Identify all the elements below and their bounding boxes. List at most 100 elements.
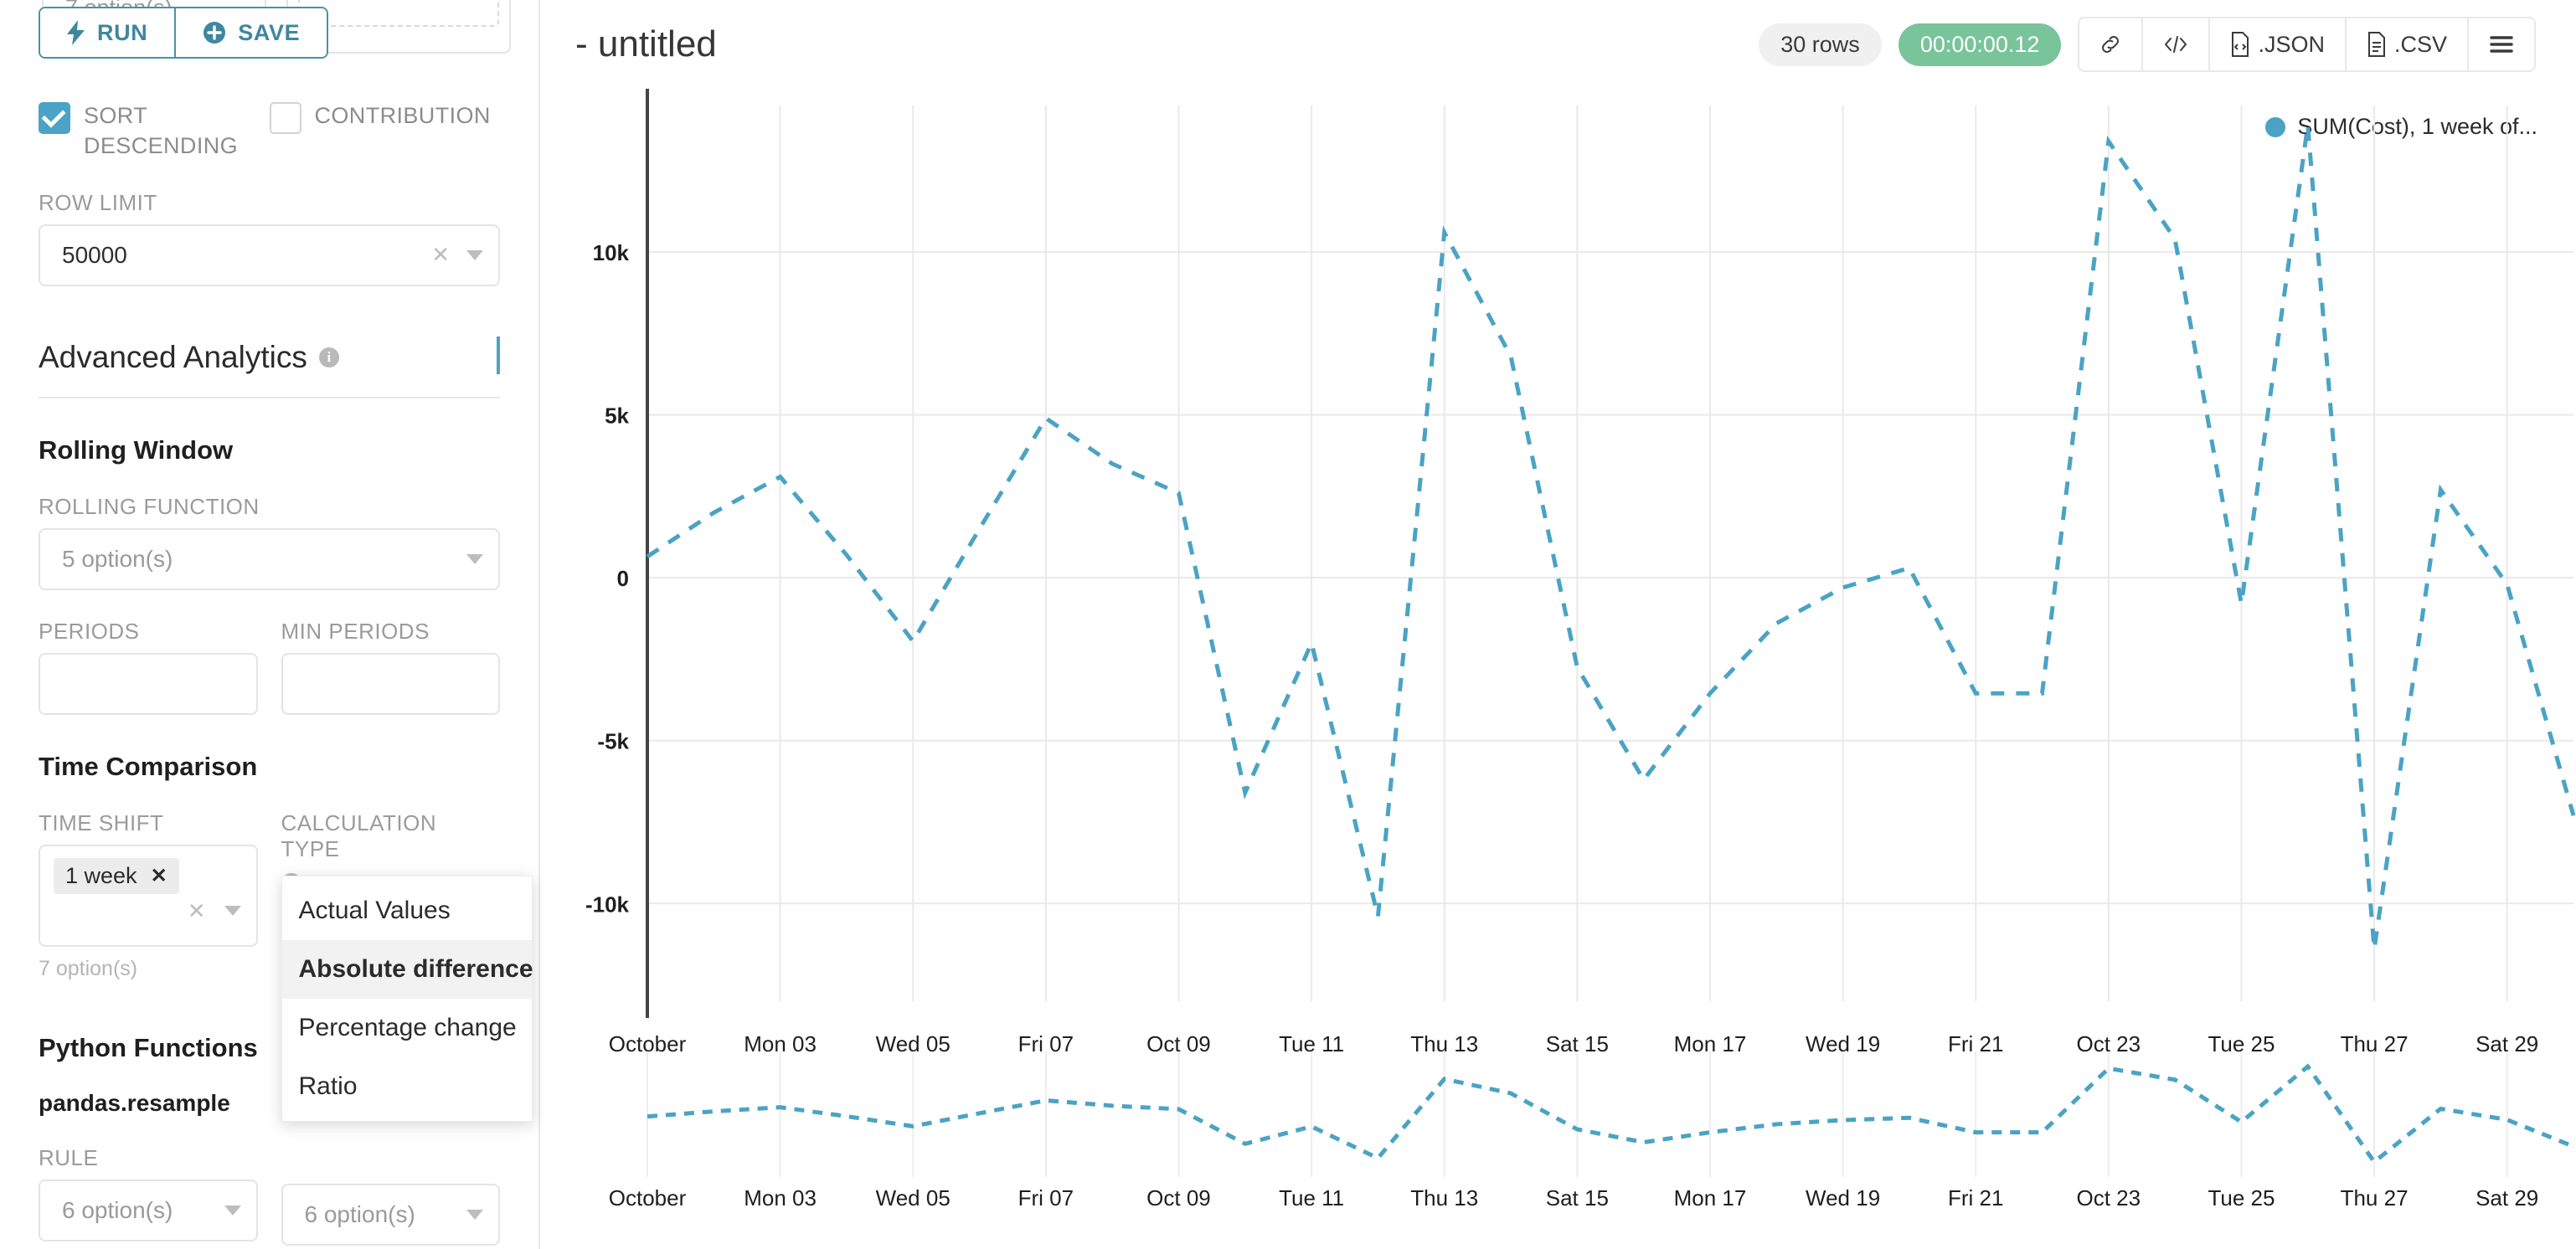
rule-label: RULE: [39, 1144, 99, 1170]
svg-text:10k: 10k: [593, 240, 630, 265]
header-actions: 30 rows 00:00:00.12: [1759, 17, 2536, 72]
rolling-function-chevron-down-icon[interactable]: [466, 553, 483, 564]
time-shift-options-hint: 7 option(s): [39, 956, 138, 980]
row-limit-label: ROW LIMIT: [39, 189, 157, 215]
min-periods-input[interactable]: [281, 652, 500, 715]
control-panel-sidebar: 7 option(s) RUN SAVE: [0, 0, 540, 1249]
periods-label: PERIODS: [39, 618, 140, 644]
hamburger-menu-icon: [2489, 34, 2514, 54]
dropdown-option-actual-values[interactable]: Actual Values: [298, 896, 451, 924]
contribution-control[interactable]: CONTRIBUTION: [269, 100, 501, 134]
method-label: [281, 1145, 501, 1175]
link-icon: [2099, 33, 2121, 55]
contribution-checkbox[interactable]: [269, 102, 301, 134]
page-title: - untitled: [575, 23, 717, 64]
periods-input[interactable]: [39, 652, 258, 715]
time-shift-label: TIME SHIFT: [39, 810, 164, 835]
rolling-function-placeholder: 5 option(s): [62, 545, 173, 572]
svg-text:Tue 25: Tue 25: [2208, 1185, 2275, 1210]
periods-row: PERIODS MIN PERIODS: [39, 619, 500, 715]
advanced-analytics-collapse-toggle[interactable]: [497, 336, 500, 375]
row-limit-clear-icon[interactable]: ✕: [431, 242, 450, 268]
time-shift-token[interactable]: 1 week ✕: [54, 857, 179, 894]
min-periods-label: MIN PERIODS: [281, 618, 430, 644]
download-csv-button[interactable]: .CSV: [2344, 18, 2467, 70]
svg-text:Sat 29: Sat 29: [2476, 1185, 2538, 1210]
method-placeholder: 6 option(s): [304, 1200, 415, 1227]
copy-link-button[interactable]: [2079, 18, 2142, 70]
save-button[interactable]: SAVE: [174, 8, 327, 57]
time-shift-token-label: 1 week: [65, 862, 137, 888]
chart-legend: SUM(Cost), 1 week of...: [2265, 114, 2537, 140]
row-limit-chevron-down-icon[interactable]: [466, 249, 483, 260]
info-icon[interactable]: i: [318, 347, 339, 368]
rows-badge: 30 rows: [1759, 23, 1882, 66]
dropdown-option-ratio[interactable]: Ratio: [298, 1072, 358, 1100]
rule-chevron-down-icon[interactable]: [224, 1205, 241, 1216]
rule-select[interactable]: 6 option(s): [39, 1179, 258, 1241]
chevron-up-icon: [497, 336, 500, 374]
row-limit-select[interactable]: 50000 ✕: [39, 224, 500, 286]
svg-text:October: October: [609, 1185, 687, 1210]
svg-text:-5k: -5k: [597, 729, 629, 754]
svg-text:5k: 5k: [605, 403, 629, 429]
python-functions-row: RULE 6 option(s) 6 option(s): [39, 1145, 500, 1246]
download-json-label: .JSON: [2258, 31, 2325, 57]
time-shift-token-remove-icon[interactable]: ✕: [150, 864, 167, 887]
sort-descending-control[interactable]: SORT DESCENDING: [39, 100, 270, 162]
run-save-button-group: RUN SAVE: [39, 7, 329, 59]
plus-circle-icon: [203, 21, 226, 44]
advanced-analytics-title: Advanced Analytics: [39, 339, 307, 374]
json-file-icon: [2230, 32, 2250, 57]
svg-text:Oct 09: Oct 09: [1146, 1185, 1211, 1210]
time-shift-select[interactable]: 1 week ✕ ✕: [39, 844, 258, 947]
code-icon: [2163, 33, 2188, 55]
control-panel-body: SORT DESCENDING CONTRIBUTION ROW LIMIT 5…: [0, 80, 538, 1249]
svg-text:Fri 07: Fri 07: [1018, 1185, 1074, 1210]
lightning-icon: [67, 20, 85, 45]
advanced-analytics-header[interactable]: Advanced Analytics i: [39, 336, 500, 375]
run-button[interactable]: RUN: [40, 8, 175, 57]
download-json-button[interactable]: .JSON: [2208, 18, 2345, 70]
dropdown-option-absolute-difference[interactable]: Absolute difference: [281, 939, 533, 999]
time-comparison-row: TIME SHIFT 1 week ✕ ✕ 7 option(s): [39, 810, 533, 1122]
view-query-button[interactable]: [2141, 18, 2209, 70]
download-csv-label: .CSV: [2393, 31, 2447, 57]
python-functions-title: Python Functions: [39, 1032, 258, 1062]
method-chevron-down-icon[interactable]: [466, 1209, 483, 1220]
time-shift-clear-icon[interactable]: ✕: [187, 897, 206, 923]
chart-panel: - untitled 30 rows 00:00:00.12: [540, 0, 2576, 1249]
time-shift-chevron-down-icon[interactable]: [224, 906, 241, 917]
svg-text:Thu 13: Thu 13: [1410, 1185, 1478, 1210]
calculation-type-field: CALCULATION TYPE i Absolute... ✕ Actual …: [281, 810, 533, 1122]
sort-descending-checkbox[interactable]: [39, 102, 70, 134]
calculation-type-dropdown: Actual Values Absolute difference Percen…: [281, 875, 533, 1122]
svg-text:Wed 05: Wed 05: [876, 1185, 951, 1210]
chart-svg: -10k -5k 0 5k 10k October Mon 03 Wed 05 Fri 07 Oc…: [585, 89, 2575, 1210]
dropdown-option-percentage-change[interactable]: Percentage change: [298, 1013, 517, 1041]
rolling-function-label: ROLLING FUNCTION: [39, 493, 260, 519]
rule-field: RULE 6 option(s): [39, 1145, 258, 1246]
row-limit-value: 50000: [62, 241, 127, 268]
section-divider: [39, 396, 500, 398]
time-shift-field: TIME SHIFT 1 week ✕ ✕ 7 option(s): [39, 810, 258, 981]
rule-placeholder: 6 option(s): [62, 1196, 173, 1223]
chart-plot[interactable]: -10k -5k 0 5k 10k October Mon 03 Wed 05 Fri 07 Oc…: [582, 89, 2576, 1249]
legend-label: SUM(Cost), 1 week of...: [2297, 114, 2537, 139]
time-comparison-title: Time Comparison: [39, 751, 258, 781]
svg-text:Mon 03: Mon 03: [744, 1185, 817, 1210]
csv-file-icon: [2367, 32, 2387, 57]
svg-text:Fri 21: Fri 21: [1948, 1185, 2003, 1210]
header-button-group: .JSON .CSV: [2078, 17, 2536, 72]
method-select[interactable]: 6 option(s): [281, 1183, 500, 1246]
svg-text:Sat 15: Sat 15: [1546, 1185, 1609, 1210]
rolling-function-select[interactable]: 5 option(s): [39, 527, 500, 590]
contribution-label: CONTRIBUTION: [314, 103, 491, 128]
sort-descending-label: SORT DESCENDING: [84, 103, 239, 159]
periods-field: PERIODS: [39, 619, 258, 715]
svg-text:-10k: -10k: [585, 892, 630, 917]
time-shift-tools: ✕: [188, 898, 241, 924]
more-menu-button[interactable]: [2467, 18, 2534, 70]
legend-color-swatch[interactable]: [2265, 116, 2286, 137]
